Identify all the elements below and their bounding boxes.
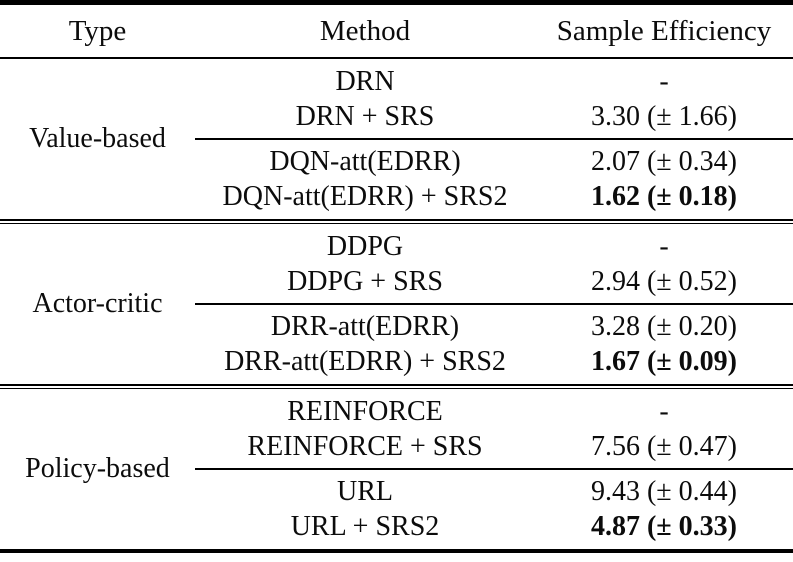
type-label: Policy-based [25, 453, 170, 484]
table-group-policy-based: Policy-based REINFORCE - REINFORCE + SRS 7.5… [0, 389, 793, 549]
header-rule [0, 57, 793, 59]
table-row: URL 9.43 (± 0.44) [195, 474, 793, 509]
table-row: URL + SRS2 4.87 (± 0.33) [195, 509, 793, 544]
mid-rule [195, 303, 793, 305]
group-rows: DDPG - DDPG + SRS 2.94 (± 0.52) DRR-att(EDRR… [195, 229, 793, 379]
sample-efficiency-cell: 3.30 (± 1.66) [590, 100, 737, 132]
table-row: DRN + SRS 3.30 (± 1.66) [195, 99, 793, 134]
mid-rule [195, 468, 793, 470]
group-rows: DRN - DRN + SRS 3.30 (± 1.66) DQN-att(EDRR) 2… [195, 64, 793, 214]
table-bottom-rule [0, 549, 793, 553]
method-cell: DDPG [326, 230, 404, 262]
sample-efficiency-cell: 7.56 (± 0.47) [590, 430, 737, 462]
group-rows: REINFORCE - REINFORCE + SRS 7.56 (± 0.47) UR… [195, 394, 793, 544]
section-rule [0, 384, 793, 389]
table-row: DQN-att(EDRR) + SRS2 1.62 (± 0.18) [195, 179, 793, 214]
method-cell: DRR-att(EDRR) + SRS2 [224, 345, 506, 377]
sample-efficiency-cell: 2.94 (± 0.52) [590, 265, 737, 297]
table-group-actor-critic: Actor-critic DDPG - DDPG + SRS 2.94 (± 0.52)… [0, 224, 793, 384]
sample-efficiency-cell: 2.07 (± 0.34) [590, 145, 737, 177]
table-row: DRR-att(EDRR) + SRS2 1.67 (± 0.09) [195, 344, 793, 379]
section-rule [0, 219, 793, 224]
sample-efficiency-cell: 3.28 (± 0.20) [590, 310, 737, 342]
method-cell: DRN [335, 65, 395, 97]
method-cell: URL + SRS2 [290, 510, 440, 542]
sample-efficiency-cell: 9.43 (± 0.44) [590, 475, 737, 507]
table-row: DQN-att(EDRR) 2.07 (± 0.34) [195, 144, 793, 179]
table-row: DRR-att(EDRR) 3.28 (± 0.20) [195, 309, 793, 344]
table-body: Value-based DRN - DRN + SRS 3.30 (± 1.66) DQN… [0, 59, 793, 549]
sample-efficiency-cell: 1.62 (± 0.18) [590, 180, 737, 212]
table-group-value-based: Value-based DRN - DRN + SRS 3.30 (± 1.66) DQN… [0, 59, 793, 219]
method-cell: DRN + SRS [295, 100, 435, 132]
table-row: DRN - [195, 64, 793, 99]
method-cell: REINFORCE + SRS [247, 430, 483, 462]
header-type: Type [68, 14, 127, 47]
method-cell: DRR-att(EDRR) [270, 310, 460, 342]
sample-efficiency-cell: - [659, 230, 669, 262]
sample-efficiency-cell: - [659, 395, 669, 427]
method-cell: URL [337, 475, 393, 507]
method-cell: DDPG + SRS [287, 265, 443, 297]
table-row: REINFORCE - [195, 394, 793, 429]
sample-efficiency-cell: 4.87 (± 0.33) [590, 510, 737, 542]
method-cell: DQN-att(EDRR) [269, 145, 461, 177]
mid-rule [195, 138, 793, 140]
sample-efficiency-cell: - [659, 65, 669, 97]
table-row: REINFORCE + SRS 7.56 (± 0.47) [195, 429, 793, 464]
table-row: DDPG + SRS 2.94 (± 0.52) [195, 264, 793, 299]
method-cell: REINFORCE [287, 395, 443, 427]
type-label: Value-based [29, 123, 166, 154]
table-row: DDPG - [195, 229, 793, 264]
sample-efficiency-cell: 1.67 (± 0.09) [590, 345, 737, 377]
method-cell: DQN-att(EDRR) + SRS2 [222, 180, 508, 212]
type-label: Actor-critic [32, 288, 163, 319]
table-top-rule [0, 0, 793, 5]
header-sample-efficiency: Sample Efficiency [556, 14, 772, 47]
table-header-row: Type Method Sample Efficiency [0, 5, 793, 57]
header-method: Method [319, 14, 411, 47]
